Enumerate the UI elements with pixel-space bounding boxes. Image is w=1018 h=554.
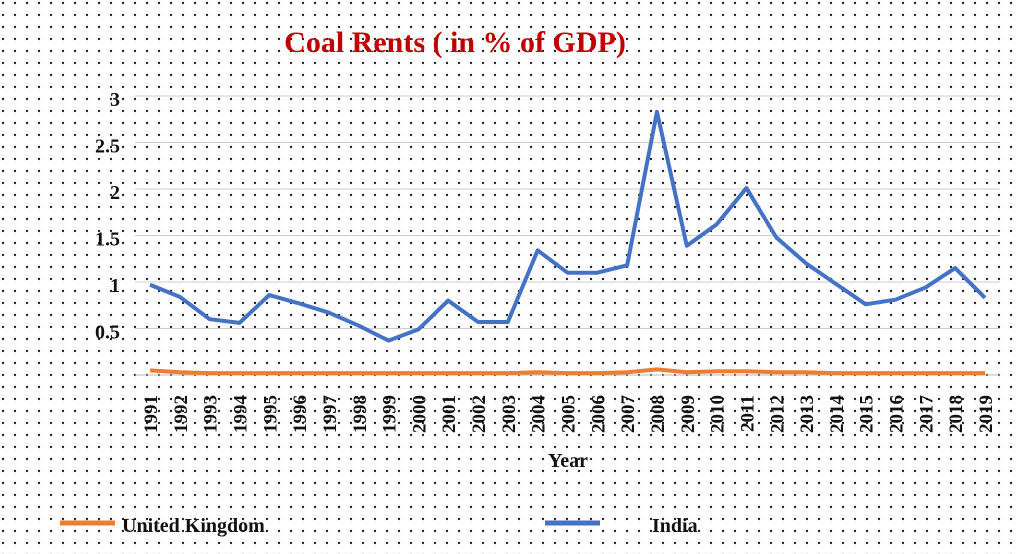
x-tick-label: 2012: [767, 395, 788, 433]
x-tick-label: 2004: [529, 395, 550, 434]
x-tick-label: 2014: [827, 395, 848, 434]
y-tick-label: 2: [110, 182, 120, 204]
line-series: [149, 109, 987, 343]
y-tick-label: 0.5: [95, 322, 120, 344]
x-tick-label: 2015: [857, 395, 878, 433]
x-tick-label: 2000: [409, 395, 430, 433]
y-tick-label: 3: [110, 89, 120, 111]
x-tick-label: 2010: [708, 395, 729, 433]
x-tick-label: 1998: [350, 395, 371, 433]
x-tick-label: 1995: [260, 395, 281, 433]
x-tick-label: 2019: [976, 395, 997, 433]
x-tick-label: 2011: [737, 395, 758, 432]
y-tick-label: 2.5: [95, 136, 120, 158]
x-tick-label: 1993: [201, 395, 222, 433]
y-tick-label: 1: [110, 275, 120, 297]
legend-label: United Kingdom: [122, 515, 265, 537]
x-tick-label: 1999: [380, 395, 401, 433]
chart-title: Coal Rents ( in % of GDP): [284, 26, 626, 59]
x-tick-label: 2001: [439, 395, 460, 433]
x-tick-label: 2018: [946, 395, 967, 433]
legend-label: India: [652, 515, 698, 537]
x-tick-label: 2016: [887, 395, 908, 433]
x-tick-label: 2007: [618, 395, 639, 434]
x-tick-label: 1997: [320, 395, 341, 434]
x-tick-label: 2013: [797, 395, 818, 433]
x-tick-label: 2006: [588, 395, 609, 433]
x-tick-label: 2003: [499, 395, 520, 433]
x-tick-label: 2017: [916, 395, 937, 434]
x-tick-label: 2009: [678, 395, 699, 433]
x-tick-label: 2008: [648, 395, 669, 433]
x-tick-label: 2005: [559, 395, 580, 433]
y-tick-label: 1.5: [95, 229, 120, 251]
x-tick-label: 1996: [290, 395, 311, 433]
x-tick-label: 1992: [171, 395, 192, 433]
x-tick-label: 1991: [141, 395, 162, 433]
line-series: [149, 367, 985, 376]
x-axis-label: Year: [548, 450, 588, 472]
x-tick-label: 2002: [469, 395, 490, 433]
x-tick-label: 1994: [230, 395, 251, 434]
